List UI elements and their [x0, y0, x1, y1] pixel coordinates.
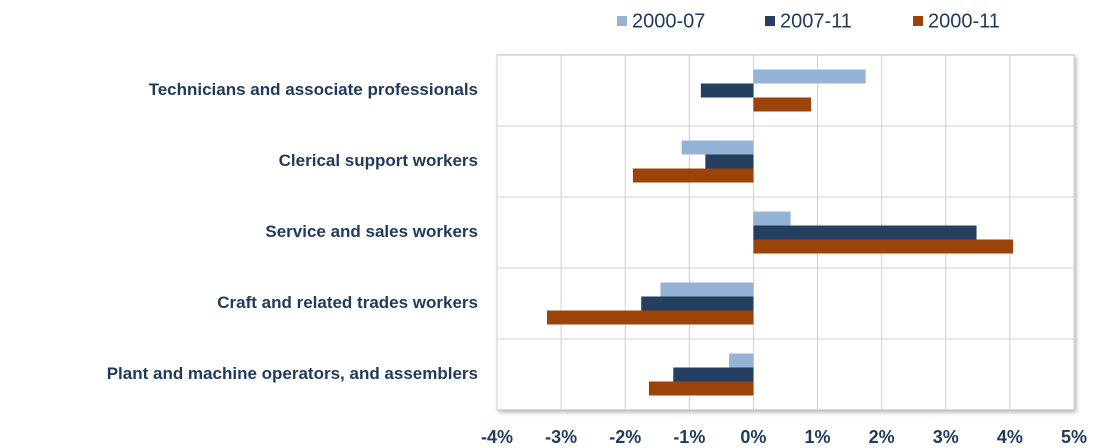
bar	[753, 225, 977, 240]
bar	[648, 381, 754, 396]
bar	[729, 353, 754, 368]
legend-label: 2000-11	[928, 10, 1000, 32]
x-tick-label: -1%	[673, 427, 705, 447]
bar	[660, 282, 754, 297]
bar	[673, 367, 754, 382]
x-tick-label: 5%	[1061, 427, 1087, 447]
x-tick-label: 4%	[997, 427, 1023, 447]
x-tick-label: 1%	[805, 427, 831, 447]
bar	[681, 140, 754, 155]
legend-label: 2000-07	[632, 10, 705, 32]
bar	[753, 69, 866, 84]
bar	[705, 154, 754, 169]
bar	[632, 168, 754, 183]
x-tick-label: 3%	[933, 427, 959, 447]
category-label: Plant and machine operators, and assembl…	[107, 364, 478, 383]
bar	[700, 83, 754, 98]
category-label: Clerical support workers	[279, 151, 478, 170]
legend-swatch	[913, 16, 923, 26]
bar	[753, 97, 812, 112]
bar	[547, 310, 754, 325]
x-tick-label: 0%	[740, 427, 766, 447]
bar	[753, 239, 1014, 254]
x-tick-label: 2%	[869, 427, 895, 447]
bars	[547, 69, 1014, 396]
x-tick-label: -3%	[545, 427, 577, 447]
bar	[753, 211, 791, 226]
bar	[641, 296, 754, 311]
legend-swatch	[617, 16, 627, 26]
x-tick-label: -2%	[609, 427, 641, 447]
legend-label: 2007-11	[780, 10, 852, 32]
grid	[496, 55, 1075, 410]
category-label: Service and sales workers	[265, 222, 478, 241]
legend-swatch	[765, 16, 775, 26]
category-label: Craft and related trades workers	[217, 293, 478, 312]
x-tick-label: -4%	[481, 427, 513, 447]
category-label: Technicians and associate professionals	[149, 80, 478, 99]
